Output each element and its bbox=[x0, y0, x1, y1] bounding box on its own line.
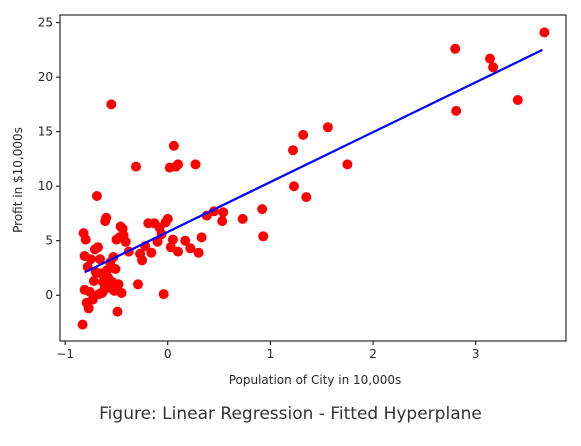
data-point bbox=[288, 145, 298, 156]
data-point bbox=[88, 276, 99, 286]
y-tick-label: 5 bbox=[45, 234, 53, 248]
data-point bbox=[217, 216, 228, 227]
figure-caption: Figure: Linear Regression - Fitted Hyper… bbox=[99, 404, 482, 424]
data-point bbox=[167, 234, 178, 245]
regression-line bbox=[84, 48, 543, 274]
data-point bbox=[137, 255, 148, 266]
data-point bbox=[93, 242, 103, 253]
data-point bbox=[190, 159, 201, 170]
data-point bbox=[80, 234, 91, 245]
data-point bbox=[133, 279, 143, 290]
data-point bbox=[83, 303, 94, 314]
data-point bbox=[173, 159, 183, 170]
regression-line-layer bbox=[84, 48, 543, 274]
data-point bbox=[257, 204, 268, 215]
data-point bbox=[289, 181, 299, 192]
y-tick-label: 25 bbox=[38, 16, 53, 30]
data-point bbox=[162, 213, 173, 224]
data-point bbox=[101, 212, 112, 223]
x-tick-label: 2 bbox=[369, 347, 377, 361]
data-point bbox=[342, 159, 353, 170]
data-point bbox=[451, 105, 462, 116]
plot-frame bbox=[59, 14, 567, 342]
data-point bbox=[146, 247, 157, 258]
y-axis-ticks: 0 5 10 15 20 25 bbox=[38, 16, 60, 302]
data-point bbox=[488, 62, 499, 73]
data-point bbox=[168, 140, 179, 151]
data-point bbox=[112, 306, 123, 317]
scatter-points bbox=[77, 27, 550, 330]
data-point bbox=[91, 191, 102, 201]
y-tick-label: 15 bbox=[38, 125, 53, 139]
data-point bbox=[110, 264, 121, 274]
data-point bbox=[185, 243, 196, 254]
data-point bbox=[173, 246, 183, 257]
data-point bbox=[120, 236, 131, 247]
data-point bbox=[298, 129, 309, 140]
x-tick-label: 0 bbox=[164, 347, 172, 361]
x-tick-label: −1 bbox=[56, 347, 74, 361]
data-point bbox=[193, 247, 204, 258]
data-point bbox=[485, 53, 495, 64]
data-point bbox=[237, 213, 248, 224]
y-tick-label: 20 bbox=[38, 70, 53, 84]
data-point bbox=[102, 265, 113, 276]
x-tick-label: 1 bbox=[267, 347, 275, 361]
x-axis-label: Population of City in 10,000s bbox=[229, 373, 402, 387]
data-point bbox=[512, 95, 523, 105]
y-axis-label: Profit in $10,000s bbox=[11, 127, 25, 233]
data-point bbox=[95, 254, 105, 265]
data-point bbox=[158, 289, 169, 300]
data-point bbox=[77, 319, 88, 330]
data-point bbox=[165, 242, 176, 253]
x-axis-ticks: −1 0 1 2 3 bbox=[56, 341, 479, 361]
data-point bbox=[196, 232, 207, 243]
data-point bbox=[116, 288, 127, 298]
data-point bbox=[113, 279, 124, 290]
y-tick-label: 0 bbox=[45, 288, 53, 302]
data-point bbox=[301, 192, 312, 203]
data-point bbox=[84, 286, 95, 297]
data-point bbox=[131, 161, 141, 172]
data-point bbox=[258, 231, 269, 242]
data-point bbox=[322, 122, 333, 133]
chart: −1 0 1 2 3 0 5 10 15 20 25 Population of City in … bbox=[11, 14, 567, 387]
data-point bbox=[539, 27, 550, 38]
data-point bbox=[106, 99, 117, 110]
y-tick-label: 10 bbox=[38, 179, 53, 193]
data-point bbox=[180, 235, 191, 246]
x-tick-label: 3 bbox=[472, 347, 480, 361]
data-point bbox=[85, 254, 96, 265]
data-point bbox=[450, 43, 461, 54]
data-point bbox=[218, 207, 229, 218]
